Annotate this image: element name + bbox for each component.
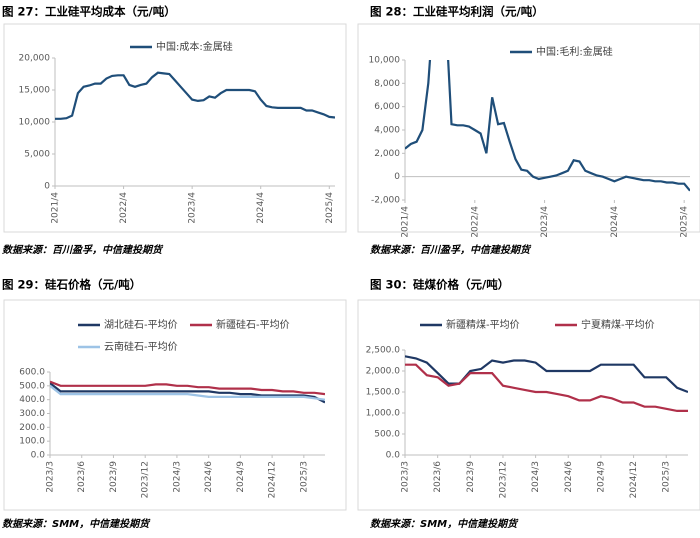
x-tick-label: 2023/3 [46, 461, 56, 493]
chart-frame [3, 23, 347, 233]
x-tick-label: 2024/12 [268, 461, 278, 498]
x-tick-label: 2021/4 [401, 206, 411, 238]
y-tick-label: 500.0 [19, 381, 45, 391]
series-line [405, 363, 688, 412]
y-tick-label: 2,000 [374, 149, 400, 159]
source-note: 数据来源：SMM，中信建投期货 [370, 518, 519, 530]
y-tick-label: 100.0 [19, 437, 45, 447]
legend-label: 湖北硅石-平均价 [104, 318, 178, 331]
chart-title: 图 30：硅煤价格（元/吨） [370, 278, 509, 292]
x-tick-label: 2024/4 [256, 192, 266, 224]
y-tick-label: 300.0 [19, 409, 45, 419]
y-tick-label: 10,000 [19, 118, 51, 128]
chart-title: 图 27：工业硅平均成本（元/吨） [2, 5, 176, 19]
chart-title: 图 29：硅石价格（元/吨） [2, 278, 141, 292]
chart-frame [3, 299, 347, 511]
y-tick-label: 0.0 [386, 451, 401, 461]
y-tick-label: 0 [394, 172, 400, 182]
y-tick-label: 0 [44, 182, 50, 192]
x-tick-label: 2023/6 [433, 461, 443, 493]
source-note: 数据来源：百川盈孚，中信建投期货 [370, 244, 532, 256]
x-tick-label: 2024/12 [629, 461, 639, 498]
x-tick-label: 2023/12 [141, 461, 151, 498]
y-tick-label: 200.0 [19, 423, 45, 433]
y-tick-label: 1,000.0 [366, 409, 401, 419]
x-tick-label: 2024/6 [204, 461, 214, 493]
x-tick-label: 2022/4 [470, 206, 480, 238]
y-tick-label: 0.0 [31, 451, 46, 461]
x-tick-label: 2023/12 [498, 461, 508, 498]
x-tick-label: 2023/4 [540, 206, 550, 238]
series-line [50, 380, 325, 396]
x-tick-label: 2023/9 [466, 461, 476, 493]
x-tick-label: 2024/6 [564, 461, 574, 493]
x-tick-label: 2023/3 [401, 461, 411, 493]
series-line [55, 71, 335, 120]
y-tick-label: 1,500.0 [366, 388, 401, 398]
legend-label: 宁夏精煤-平均价 [581, 318, 655, 331]
source-note: 数据来源：SMM，中信建投期货 [2, 518, 151, 530]
y-tick-label: 6,000 [374, 102, 400, 112]
legend-label: 新疆精煤-平均价 [446, 318, 520, 331]
y-tick-label: 20,000 [19, 54, 51, 64]
chart-frame [357, 299, 700, 511]
y-tick-label: 2,500.0 [366, 346, 401, 356]
x-tick-label: 2024/9 [596, 461, 606, 493]
y-tick-label: 4,000 [374, 126, 400, 136]
y-tick-label: 10,000 [369, 56, 401, 66]
series-line [405, 60, 690, 192]
y-tick-label: 500.0 [374, 430, 400, 440]
x-tick-label: 2025/4 [680, 206, 690, 238]
x-tick-label: 2022/4 [119, 192, 129, 224]
legend-label: 云南硅石-平均价 [104, 340, 178, 353]
x-tick-label: 2024/9 [236, 461, 246, 493]
series-line [50, 382, 325, 404]
source-note: 数据来源：百川盈孚，中信建投期货 [2, 244, 164, 256]
y-tick-label: 15,000 [19, 86, 51, 96]
series-line [50, 384, 325, 401]
legend-label: 新疆硅石-平均价 [216, 318, 290, 331]
legend-label: 中国:毛利:金属硅 [536, 45, 613, 58]
x-tick-label: 2024/3 [172, 461, 182, 493]
y-tick-label: 5,000 [24, 150, 50, 160]
y-tick-label: -2,000 [371, 196, 400, 206]
y-tick-label: 400.0 [19, 395, 45, 405]
x-tick-label: 2021/4 [51, 192, 61, 224]
series-line [405, 355, 688, 394]
x-tick-label: 2025/3 [299, 461, 309, 493]
x-tick-label: 2025/4 [325, 192, 335, 224]
x-tick-label: 2024/3 [531, 461, 541, 493]
x-tick-label: 2025/3 [662, 461, 672, 493]
x-tick-label: 2023/6 [77, 461, 87, 493]
y-tick-label: 8,000 [374, 79, 400, 89]
chart-title: 图 28：工业硅平均利润（元/吨） [370, 5, 544, 19]
x-tick-label: 2023/9 [109, 461, 119, 493]
y-tick-label: 2,000.0 [366, 367, 401, 377]
x-tick-label: 2023/4 [188, 192, 198, 224]
legend-label: 中国:成本:金属硅 [156, 40, 233, 53]
y-tick-label: 600.0 [19, 368, 45, 378]
chart-frame [357, 23, 700, 233]
x-tick-label: 2024/4 [610, 206, 620, 238]
